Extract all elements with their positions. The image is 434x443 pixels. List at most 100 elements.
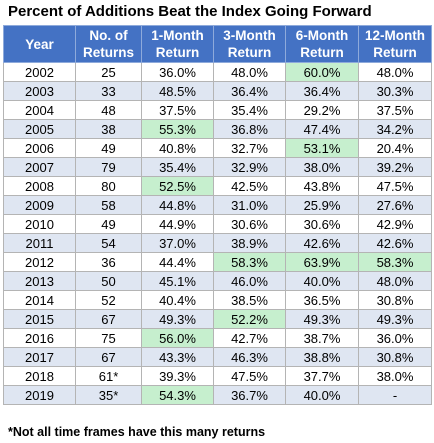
table-cell: 58.3% [358, 252, 432, 272]
table-cell: 25 [75, 62, 142, 82]
table-row: 2014 52 40.4% 38.5% 36.5% 30.8% [3, 290, 432, 310]
year-cell: 2003 [3, 81, 76, 101]
table-cell: 48 [75, 100, 142, 120]
table-cell: 32.9% [213, 157, 286, 177]
table-cell: 42.6% [285, 233, 359, 253]
table-cell: 44.8% [141, 195, 214, 215]
table-cell: 52.5% [141, 176, 214, 196]
table-cell: 38.9% [213, 233, 286, 253]
table-cell: 46.0% [213, 271, 286, 291]
column-header-line: 6-Month [295, 28, 349, 43]
table-cell: 67 [75, 309, 142, 329]
column-header: No. of Returns [75, 25, 142, 63]
year-cell: 2014 [3, 290, 76, 310]
table-cell: 33 [75, 81, 142, 101]
table-row: 2019 35* 54.3% 36.7% 40.0% - [3, 385, 432, 405]
table-row: 2016 75 56.0% 42.7% 38.7% 36.0% [3, 328, 432, 348]
header-row: Year No. of Returns 1-Month Return 3-Month Ret… [3, 25, 432, 63]
year-cell: 2017 [3, 347, 76, 367]
table-cell: 35.4% [213, 100, 286, 120]
table-cell: 47.4% [285, 119, 359, 139]
table-cell: 36.0% [141, 62, 214, 82]
table-cell: 36.4% [213, 81, 286, 101]
column-header-line: Returns [82, 45, 134, 60]
table-cell: 49.3% [141, 309, 214, 329]
table-cell: 38.8% [285, 347, 359, 367]
table-row: 2004 48 37.5% 35.4% 29.2% 37.5% [3, 100, 432, 120]
table-cell: 31.0% [213, 195, 286, 215]
table-row: 2007 79 35.4% 32.9% 38.0% 39.2% [3, 157, 432, 177]
column-header-line: Return [227, 45, 272, 60]
year-cell: 2008 [3, 176, 76, 196]
year-cell: 2013 [3, 271, 76, 291]
year-cell: 2010 [3, 214, 76, 234]
returns-table: Year No. of Returns 1-Month Return 3-Month Ret… [3, 25, 432, 405]
table-cell: 43.3% [141, 347, 214, 367]
table-cell: 30.8% [358, 347, 432, 367]
year-cell: 2019 [3, 385, 76, 405]
table-cell: 48.0% [358, 271, 432, 291]
column-header: 3-Month Return [213, 25, 286, 63]
year-cell: 2002 [3, 62, 76, 82]
table-row: 2009 58 44.8% 31.0% 25.9% 27.6% [3, 195, 432, 215]
table-cell: 39.3% [141, 366, 214, 386]
table-cell: 38.7% [285, 328, 359, 348]
table-cell: 48.5% [141, 81, 214, 101]
table-header: Year No. of Returns 1-Month Return 3-Month Ret… [3, 25, 432, 63]
table-cell: 37.5% [141, 100, 214, 120]
table-cell: 47.5% [213, 366, 286, 386]
table-cell: 30.6% [213, 214, 286, 234]
table-cell: 30.3% [358, 81, 432, 101]
table-cell: 36 [75, 252, 142, 272]
table-row: 2008 80 52.5% 42.5% 43.8% 47.5% [3, 176, 432, 196]
table-cell: 42.5% [213, 176, 286, 196]
table-cell: 42.9% [358, 214, 432, 234]
table-cell: 75 [75, 328, 142, 348]
table-cell: 42.6% [358, 233, 432, 253]
table-cell: 37.0% [141, 233, 214, 253]
table-row: 2002 25 36.0% 48.0% 60.0% 48.0% [3, 62, 432, 82]
table-cell: 54.3% [141, 385, 214, 405]
table-cell: 40.0% [285, 271, 359, 291]
table-cell: 38.0% [358, 366, 432, 386]
table-cell: 54 [75, 233, 142, 253]
table-cell: 36.7% [213, 385, 286, 405]
table-cell: 52 [75, 290, 142, 310]
table-cell: 45.1% [141, 271, 214, 291]
column-header-line: Year [25, 36, 54, 52]
year-cell: 2018 [3, 366, 76, 386]
table-row: 2010 49 44.9% 30.6% 30.6% 42.9% [3, 214, 432, 234]
column-header-line: Return [373, 45, 417, 60]
table-cell: 36.8% [213, 119, 286, 139]
column-header: Year [3, 25, 76, 63]
column-header-line: Return [155, 45, 200, 60]
table-cell: 29.2% [285, 100, 359, 120]
table-cell: 49.3% [285, 309, 359, 329]
column-header-line: 12-Month [365, 28, 425, 43]
column-header-line: Return [300, 45, 344, 60]
year-cell: 2012 [3, 252, 76, 272]
table-cell: 50 [75, 271, 142, 291]
column-header-line: No. of [89, 28, 128, 43]
table-cell: 37.7% [285, 366, 359, 386]
table-row: 2011 54 37.0% 38.9% 42.6% 42.6% [3, 233, 432, 253]
table-cell: 36.0% [358, 328, 432, 348]
table-row: 2003 33 48.5% 36.4% 36.4% 30.3% [3, 81, 432, 101]
chart-title: Percent of Additions Beat the Index Goin… [8, 3, 372, 20]
table-cell: 60.0% [285, 62, 359, 82]
table-row: 2012 36 44.4% 58.3% 63.9% 58.3% [3, 252, 432, 272]
column-header-line: 1-Month [151, 28, 204, 43]
table-cell: 39.2% [358, 157, 432, 177]
table-cell: 58.3% [213, 252, 286, 272]
footnote: *Not all time frames have this many retu… [8, 425, 266, 439]
column-header-line: 3-Month [223, 28, 276, 43]
table-cell: 20.4% [358, 138, 432, 158]
table-row: 2006 49 40.8% 32.7% 53.1% 20.4% [3, 138, 432, 158]
table-cell: 44.4% [141, 252, 214, 272]
table-cell: 40.8% [141, 138, 214, 158]
table-cell: 49.3% [358, 309, 432, 329]
table-cell: 49 [75, 214, 142, 234]
table-cell: 32.7% [213, 138, 286, 158]
table-cell: 48.0% [358, 62, 432, 82]
table-cell: 43.8% [285, 176, 359, 196]
